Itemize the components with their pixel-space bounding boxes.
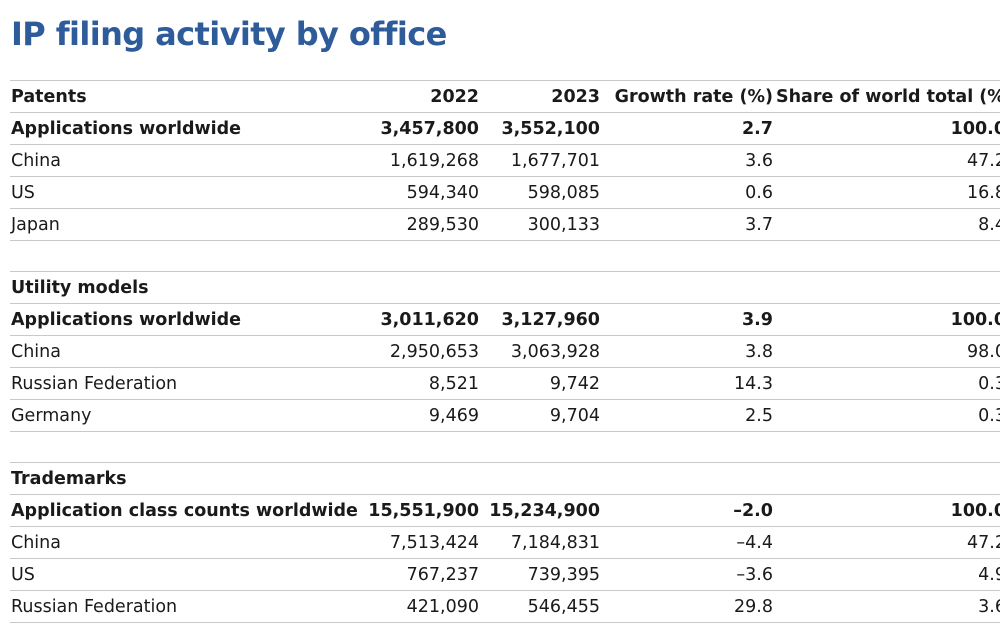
section-name: Patents — [10, 80, 358, 113]
growth-rate: 3.8 — [602, 335, 775, 368]
row-label: China — [10, 335, 358, 368]
row-label: Applications worldwide — [10, 112, 358, 145]
value-2022: 767,237 — [358, 558, 481, 591]
world-share: 47.2 — [775, 526, 1000, 559]
growth-rate: 2.7 — [602, 112, 775, 145]
value-2022: 15,551,900 — [358, 494, 481, 527]
value-2023: 9,742 — [481, 367, 602, 400]
total-row: Application class counts worldwide 15,55… — [10, 494, 1000, 527]
row-label: US — [10, 176, 358, 209]
world-share: 98.0 — [775, 335, 1000, 368]
world-share: 47.2 — [775, 144, 1000, 177]
section-header-trademarks: Trademarks — [10, 462, 1000, 495]
table-row: US 594,340 598,085 0.6 16.8 — [10, 176, 1000, 209]
growth-rate: 29.8 — [602, 590, 775, 623]
row-label: China — [10, 526, 358, 559]
section-header-utility-models: Utility models — [10, 271, 1000, 304]
section-header-patents: Patents 2022 2023 Growth rate (%) Share … — [10, 80, 1000, 113]
growth-rate: 0.6 — [602, 176, 775, 209]
value-2022: 3,457,800 — [358, 112, 481, 145]
value-2023: 7,184,831 — [481, 526, 602, 559]
value-2023: 300,133 — [481, 208, 602, 241]
table-row: China 1,619,268 1,677,701 3.6 47.2 — [10, 144, 1000, 177]
world-share: 100.0 — [775, 303, 1000, 336]
table-row: Russian Federation 8,521 9,742 14.3 0.3 — [10, 367, 1000, 400]
growth-rate: 2.5 — [602, 399, 775, 432]
row-label: US — [10, 558, 358, 591]
value-2022: 7,513,424 — [358, 526, 481, 559]
section-name: Utility models — [10, 271, 358, 304]
row-label: Japan — [10, 208, 358, 241]
row-label: Application class counts worldwide — [10, 494, 358, 527]
value-2023: 598,085 — [481, 176, 602, 209]
growth-rate: –2.0 — [602, 494, 775, 527]
section-spacer — [10, 431, 1000, 463]
value-2022: 3,011,620 — [358, 303, 481, 336]
value-2022: 9,469 — [358, 399, 481, 432]
growth-rate: 3.9 — [602, 303, 775, 336]
value-2023: 546,455 — [481, 590, 602, 623]
value-2023: 1,677,701 — [481, 144, 602, 177]
table-row: Russian Federation 421,090 546,455 29.8 … — [10, 590, 1000, 623]
growth-rate: 3.7 — [602, 208, 775, 241]
world-share: 16.8 — [775, 176, 1000, 209]
growth-rate: 14.3 — [602, 367, 775, 400]
world-share: 100.0 — [775, 112, 1000, 145]
column-header-growth-rate: Growth rate (%) — [602, 80, 775, 113]
value-2023: 9,704 — [481, 399, 602, 432]
row-label: Germany — [10, 399, 358, 432]
value-2023: 3,552,100 — [481, 112, 602, 145]
growth-rate: 3.6 — [602, 144, 775, 177]
table-row: US 767,237 739,395 –3.6 4.9 — [10, 558, 1000, 591]
growth-rate: –3.6 — [602, 558, 775, 591]
world-share: 8.4 — [775, 208, 1000, 241]
column-header-2022: 2022 — [358, 80, 481, 113]
growth-rate: –4.4 — [602, 526, 775, 559]
section-spacer — [10, 240, 1000, 272]
section-name: Trademarks — [10, 462, 358, 495]
total-row: Applications worldwide 3,011,620 3,127,9… — [10, 303, 1000, 336]
world-share: 3.6 — [775, 590, 1000, 623]
world-share: 4.9 — [775, 558, 1000, 591]
table-row: Japan 289,530 300,133 3.7 8.4 — [10, 208, 1000, 241]
value-2023: 15,234,900 — [481, 494, 602, 527]
value-2022: 8,521 — [358, 367, 481, 400]
row-label: Applications worldwide — [10, 303, 358, 336]
world-share: 0.3 — [775, 399, 1000, 432]
ip-filing-table: Patents 2022 2023 Growth rate (%) Share … — [10, 80, 1000, 623]
world-share: 100.0 — [775, 494, 1000, 527]
value-2023: 3,127,960 — [481, 303, 602, 336]
row-label: Russian Federation — [10, 590, 358, 623]
table-row: China 7,513,424 7,184,831 –4.4 47.2 — [10, 526, 1000, 559]
value-2022: 289,530 — [358, 208, 481, 241]
value-2022: 421,090 — [358, 590, 481, 623]
value-2022: 1,619,268 — [358, 144, 481, 177]
page-title: IP filing activity by office — [11, 15, 447, 53]
value-2022: 2,950,653 — [358, 335, 481, 368]
table-row: China 2,950,653 3,063,928 3.8 98.0 — [10, 335, 1000, 368]
total-row: Applications worldwide 3,457,800 3,552,1… — [10, 112, 1000, 145]
column-header-share: Share of world total (%) — [775, 80, 1000, 113]
value-2023: 739,395 — [481, 558, 602, 591]
row-label: Russian Federation — [10, 367, 358, 400]
value-2023: 3,063,928 — [481, 335, 602, 368]
value-2022: 594,340 — [358, 176, 481, 209]
table-row: Germany 9,469 9,704 2.5 0.3 — [10, 399, 1000, 432]
row-label: China — [10, 144, 358, 177]
column-header-2023: 2023 — [481, 80, 602, 113]
world-share: 0.3 — [775, 367, 1000, 400]
